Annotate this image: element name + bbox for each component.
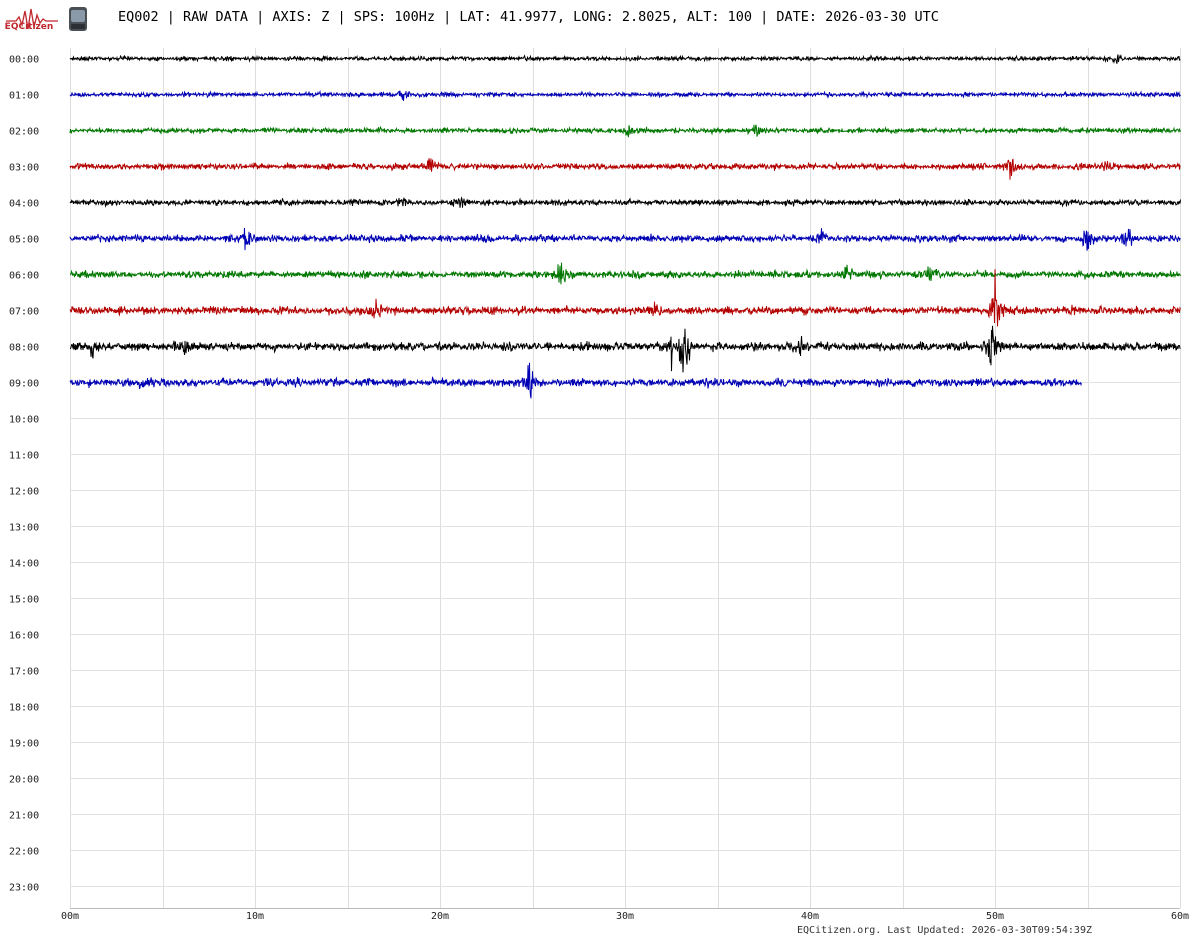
trace-hour-09 (69, 362, 1082, 399)
y-tick-label: 15:00 (9, 595, 39, 606)
y-tick-label: 20:00 (9, 775, 39, 786)
chart-header: EQCitizen EQ002 | RAW DATA | AXIS: Z | S… (0, 0, 1200, 40)
trace-hour-07 (69, 269, 1181, 327)
logo-text: EQCitizen (4, 22, 54, 32)
trace-hour-01 (69, 89, 1181, 101)
y-tick-label: 05:00 (9, 235, 39, 246)
y-tick-label: 04:00 (9, 199, 39, 210)
y-tick-label: 19:00 (9, 739, 39, 750)
y-tick-label: 07:00 (9, 307, 39, 318)
y-tick-label: 06:00 (9, 271, 39, 282)
grid-lines (70, 48, 1181, 909)
y-tick-label: 22:00 (9, 847, 39, 858)
footer-last-updated: EQCitizen.org. Last Updated: 2026-03-30T… (796, 925, 1092, 936)
y-tick-label: 16:00 (9, 631, 39, 642)
y-tick-label: 09:00 (9, 379, 39, 390)
y-tick-label: 01:00 (9, 91, 39, 102)
trace-hour-04 (69, 196, 1181, 208)
x-tick-label: 00m (61, 911, 79, 922)
x-tick-label: 50m (986, 911, 1004, 922)
trace-hour-05 (69, 227, 1181, 251)
y-tick-label: 23:00 (9, 883, 39, 894)
y-tick-labels: 00:00 01:00 02:00 03:00 04:00 05:00 06:00 07:00… (9, 55, 39, 894)
trace-hour-00 (69, 54, 1181, 64)
y-tick-label: 00:00 (9, 55, 39, 66)
chart-title: EQ002 | RAW DATA | AXIS: Z | SPS: 100Hz … (118, 9, 939, 25)
y-tick-label: 13:00 (9, 523, 39, 534)
x-tick-label: 60m (1171, 911, 1189, 922)
y-tick-label: 12:00 (9, 487, 39, 498)
y-tick-label: 14:00 (9, 559, 39, 570)
y-tick-label: 10:00 (9, 415, 39, 426)
y-tick-label: 08:00 (9, 343, 39, 354)
seismic-traces (69, 54, 1181, 399)
y-tick-label: 17:00 (9, 667, 39, 678)
y-tick-label: 18:00 (9, 703, 39, 714)
helicorder-plot: 00:00 01:00 02:00 03:00 04:00 05:00 06:00 07:00… (9, 48, 1189, 922)
x-tick-label: 10m (246, 911, 264, 922)
eqcitizen-logo-icon (6, 8, 58, 30)
sensor-device-icon (69, 7, 87, 31)
trace-hour-02 (69, 124, 1181, 138)
x-tick-label: 20m (431, 911, 449, 922)
y-tick-label: 21:00 (9, 811, 39, 822)
y-tick-label: 11:00 (9, 451, 39, 462)
x-tick-label: 40m (801, 911, 819, 922)
y-tick-label: 03:00 (9, 163, 39, 174)
trace-hour-03 (69, 158, 1181, 180)
trace-hour-08 (69, 325, 1181, 373)
x-tick-label: 30m (616, 911, 634, 922)
x-tick-labels: 00m 10m 20m 30m 40m 50m 60m (61, 911, 1189, 922)
y-tick-label: 02:00 (9, 127, 39, 138)
